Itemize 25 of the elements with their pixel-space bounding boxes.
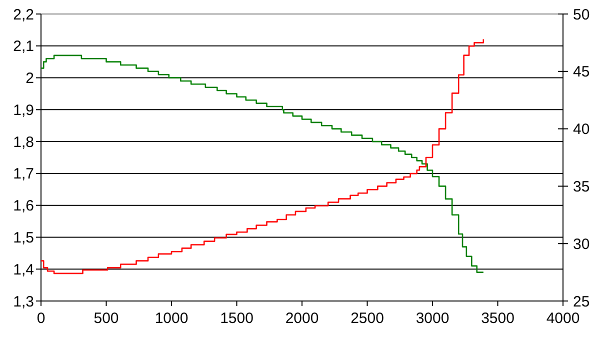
x-tick-label: 3500	[481, 310, 514, 327]
x-tick-label: 2500	[350, 310, 384, 327]
y-tick-label: 1,9	[13, 102, 34, 119]
y-tick-label: 1,6	[13, 198, 34, 215]
x-tick-label: 1000	[154, 310, 188, 327]
x-tick-label: 500	[94, 310, 119, 327]
x-tick-label: 4000	[546, 310, 580, 327]
y2-tick-label: 30	[573, 236, 590, 253]
y-tick-label: 1,5	[13, 229, 34, 246]
y-tick-label: 1,4	[13, 261, 34, 278]
y-tick-label: 1,8	[13, 134, 34, 151]
y2-tick-label: 45	[573, 64, 590, 81]
y-tick-label: 1,7	[13, 166, 34, 183]
y2-tick-label: 25	[573, 293, 590, 310]
y2-tick-label: 35	[573, 178, 590, 196]
y-tick-label: 2,2	[13, 6, 34, 24]
y2-tick-label: 40	[573, 121, 590, 138]
y2-tick-label: 50	[573, 6, 590, 24]
y-tick-label: 2	[26, 70, 34, 88]
x-tick-label: 1500	[220, 310, 254, 327]
x-tick-label: 0	[36, 310, 46, 327]
y-tick-label: 1,3	[13, 293, 34, 310]
x-tick-label: 3000	[416, 310, 450, 327]
y-tick-label: 2,1	[13, 38, 34, 56]
x-tick-label: 2000	[285, 310, 319, 327]
